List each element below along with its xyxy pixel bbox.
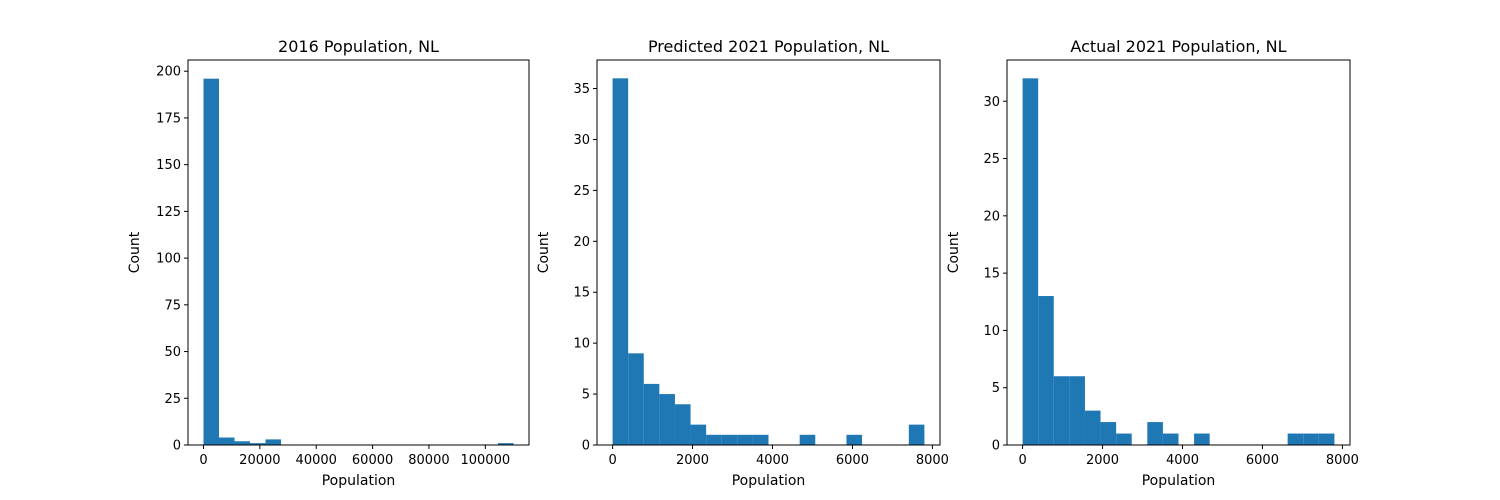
y-tick-label: 50 xyxy=(164,345,181,360)
histogram-bar xyxy=(1053,376,1070,445)
histogram-bar xyxy=(628,353,644,445)
y-tick-label: 0 xyxy=(992,439,1000,454)
x-axis-label: Population xyxy=(322,473,396,489)
y-tick-label: 200 xyxy=(156,65,181,80)
x-tick-label: 60000 xyxy=(352,453,393,468)
x-tick-label: 6000 xyxy=(836,453,869,468)
x-tick-label: 4000 xyxy=(1166,453,1199,468)
y-tick-label: 25 xyxy=(164,392,181,407)
x-tick-label: 40000 xyxy=(296,453,337,468)
axes-frame xyxy=(187,59,530,446)
histogram-bar xyxy=(1303,433,1319,445)
y-tick-label: 125 xyxy=(156,205,181,220)
y-tick-label: 5 xyxy=(582,388,590,403)
y-tick-label: 10 xyxy=(983,324,1000,339)
x-axis-label: Population xyxy=(732,473,806,489)
histogram-bar xyxy=(752,434,769,445)
histogram-bar xyxy=(721,434,738,445)
y-axis-label: Count xyxy=(536,231,552,273)
y-axis-label: Count xyxy=(946,231,962,273)
y-tick-label: 175 xyxy=(156,111,181,126)
y-axis-label: Count xyxy=(127,231,143,273)
chart-title: Actual 2021 Population, NL xyxy=(1070,37,1286,56)
x-axis-label: Population xyxy=(1142,473,1216,489)
x-tick-label: 8000 xyxy=(1326,453,1359,468)
histogram-bar xyxy=(1194,433,1210,445)
histogram-bar xyxy=(1100,422,1117,445)
histogram-bar xyxy=(690,424,707,445)
axes-frame xyxy=(1006,59,1351,446)
histogram-bar xyxy=(846,434,863,445)
histogram-bar xyxy=(203,78,219,445)
chart-title: Predicted 2021 Population, NL xyxy=(648,37,889,56)
histogram-bar xyxy=(706,434,722,445)
histogram-bar xyxy=(799,434,816,445)
x-tick-label: 8000 xyxy=(916,453,949,468)
histogram-bar xyxy=(612,78,629,445)
y-tick-label: 15 xyxy=(573,286,590,301)
chart-panel-3: 0 2000 4000 6000 8000 0 5 10 15 20 25 30 Actual 2021… xyxy=(946,37,1359,489)
histogram-bar xyxy=(908,424,925,445)
x-tick-label: 80000 xyxy=(408,453,449,468)
histogram-bar xyxy=(737,434,753,445)
y-tick-label: 75 xyxy=(164,298,181,313)
histogram-bar xyxy=(234,441,250,445)
y-tick-label: 30 xyxy=(573,133,590,148)
y-tick-label: 25 xyxy=(573,184,590,199)
y-tick-label: 150 xyxy=(156,158,181,173)
x-tick-label: 100000 xyxy=(460,453,510,468)
x-tick-label: 0 xyxy=(1018,453,1026,468)
histogram-bar xyxy=(1022,78,1039,445)
histogram-bar xyxy=(498,443,514,445)
y-tick-label: 30 xyxy=(983,95,1000,110)
histogram-bar xyxy=(659,394,675,445)
y-tick-label: 20 xyxy=(983,209,1000,224)
histogram-bar xyxy=(1318,433,1335,445)
chart-title: 2016 Population, NL xyxy=(278,37,439,56)
y-tick-label: 5 xyxy=(992,381,1000,396)
y-tick-label: 100 xyxy=(156,252,181,267)
y-tick-label: 0 xyxy=(582,439,590,454)
histogram-bar xyxy=(1038,296,1054,445)
chart-panel-1: 0 20000 40000 60000 80000 100000 0 25 50 75 100 125… xyxy=(127,37,530,489)
histogram-bar xyxy=(674,404,691,445)
histogram-bar xyxy=(219,437,235,445)
axes-frame xyxy=(596,59,941,446)
y-tick-label: 15 xyxy=(983,267,1000,282)
histogram-bar xyxy=(1162,433,1179,445)
histogram-bar xyxy=(250,443,266,445)
y-tick-label: 10 xyxy=(573,337,590,352)
y-tick-label: 20 xyxy=(573,235,590,250)
y-tick-label: 0 xyxy=(173,439,181,454)
x-tick-label: 20000 xyxy=(239,453,280,468)
histogram-bar xyxy=(265,439,281,445)
histogram-bar xyxy=(1084,410,1101,446)
x-tick-label: 2000 xyxy=(676,453,709,468)
histogram-bar xyxy=(1069,376,1085,445)
chart-panel-2: 0 2000 4000 6000 8000 0 5 10 15 20 25 30 35 Predicted… xyxy=(536,37,949,489)
x-tick-label: 6000 xyxy=(1246,453,1279,468)
y-tick-label: 35 xyxy=(573,82,590,97)
histogram-bar xyxy=(643,383,660,445)
histogram-bar xyxy=(1287,433,1304,445)
x-tick-label: 0 xyxy=(199,453,207,468)
x-tick-label: 4000 xyxy=(756,453,789,468)
histogram-bar xyxy=(1116,433,1132,445)
x-tick-label: 2000 xyxy=(1086,453,1119,468)
x-tick-label: 0 xyxy=(608,453,616,468)
histogram-bar xyxy=(1147,422,1163,445)
y-tick-label: 25 xyxy=(983,152,1000,167)
